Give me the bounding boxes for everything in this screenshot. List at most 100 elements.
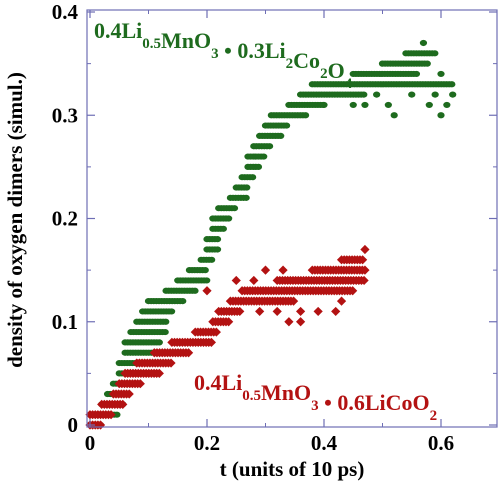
y-tick-label: 0.3 bbox=[52, 103, 78, 127]
green-series-point bbox=[161, 328, 169, 336]
series-label-part: 3 bbox=[311, 398, 319, 414]
red-series-point bbox=[260, 265, 271, 275]
green-series-point bbox=[162, 318, 170, 325]
red-series-point bbox=[272, 306, 282, 317]
series-label-part: 2 bbox=[430, 408, 438, 424]
red-series-point bbox=[360, 265, 370, 275]
series-label-part: Co bbox=[293, 48, 320, 73]
y-axis-label: density of oxygen dimers (simul.) bbox=[3, 72, 27, 368]
green-series-point bbox=[242, 194, 250, 201]
green-series-point bbox=[384, 101, 392, 109]
series-label-part: 2 bbox=[320, 66, 328, 82]
red-series-point bbox=[235, 306, 245, 317]
y-tick-label: 0.2 bbox=[52, 207, 78, 231]
green-series-point bbox=[419, 39, 428, 47]
green-series-point bbox=[449, 91, 457, 98]
red-series-point bbox=[249, 275, 259, 286]
red-series-point bbox=[211, 327, 221, 337]
series-label-part: MnO bbox=[161, 28, 211, 53]
green-series-point bbox=[320, 101, 328, 109]
green-series-point bbox=[254, 163, 263, 170]
green-series-point bbox=[349, 101, 357, 109]
y-tick-label: 0.4 bbox=[52, 0, 79, 24]
green-series-point bbox=[443, 101, 451, 109]
green-series-point bbox=[249, 174, 257, 181]
data-marks bbox=[85, 39, 457, 430]
series-label-part: 0.5 bbox=[142, 36, 161, 52]
series-label-green: 0.4Li0.5MnO3 • 0.3Li2Co2O4 bbox=[94, 18, 353, 92]
y-tick-label: 0.1 bbox=[52, 310, 78, 334]
green-series-point bbox=[260, 153, 268, 160]
red-series-point bbox=[183, 348, 194, 358]
red-series-point bbox=[284, 317, 294, 327]
x-tick-label: 0 bbox=[85, 431, 96, 455]
green-series-point bbox=[361, 101, 369, 109]
green-series-point bbox=[301, 112, 310, 119]
red-series-point bbox=[231, 275, 241, 286]
green-series-point bbox=[168, 308, 176, 315]
red-series-point bbox=[313, 306, 323, 317]
red-series-point bbox=[360, 244, 370, 255]
y-tick-label: 0 bbox=[68, 413, 79, 437]
x-tick-label: 0.2 bbox=[194, 431, 220, 455]
green-series-point bbox=[390, 112, 398, 119]
red-series-point bbox=[359, 275, 369, 286]
green-series-point bbox=[408, 91, 416, 98]
red-series-point bbox=[278, 265, 288, 275]
red-series-point bbox=[358, 255, 368, 265]
green-series-point bbox=[203, 277, 211, 284]
red-series-point bbox=[106, 410, 116, 420]
green-series-point bbox=[201, 267, 209, 274]
series-label-part: • 0.6LiCoO bbox=[319, 390, 430, 415]
series-label-part: • 0.3Li bbox=[219, 38, 286, 63]
green-series-point bbox=[373, 91, 381, 98]
x-tick-label: 0.6 bbox=[428, 431, 454, 455]
axis-ticks: 0 0.1 0.2 0.3 0.4 0 0.2 0.4 0.6 bbox=[52, 0, 497, 455]
red-series-point bbox=[331, 306, 341, 317]
green-series-point bbox=[277, 132, 285, 139]
red-series-point bbox=[202, 286, 212, 296]
green-series-point bbox=[219, 225, 227, 232]
red-series-point bbox=[124, 389, 134, 399]
red-series-point bbox=[224, 317, 234, 327]
red-series-point bbox=[296, 317, 306, 327]
red-series-point bbox=[118, 399, 128, 409]
series-label-part: 0.4Li bbox=[194, 370, 242, 395]
green-series-point bbox=[282, 122, 291, 129]
red-series-point bbox=[154, 368, 164, 378]
series-label-part: 0.4Li bbox=[94, 18, 142, 43]
red-series-point bbox=[135, 379, 145, 389]
series-label-part: 0.5 bbox=[242, 388, 261, 404]
green-series-point bbox=[225, 215, 233, 222]
red-series-point bbox=[288, 296, 299, 306]
green-series-point bbox=[113, 411, 121, 418]
green-series-point bbox=[243, 184, 251, 191]
green-series-point bbox=[448, 81, 456, 88]
green-series-point bbox=[179, 298, 187, 305]
green-series-point bbox=[265, 143, 274, 150]
green-series-point bbox=[191, 287, 199, 294]
green-series-point bbox=[423, 60, 431, 67]
green-series-point bbox=[425, 101, 433, 109]
red-series-point bbox=[206, 337, 216, 347]
green-series-point bbox=[155, 339, 163, 346]
x-axis-label: t (units of 10 ps) bbox=[220, 457, 365, 481]
red-series-point bbox=[255, 306, 265, 317]
green-series-point bbox=[230, 205, 239, 212]
red-series-point bbox=[296, 306, 306, 317]
green-series-point bbox=[213, 236, 222, 243]
red-series-point bbox=[348, 286, 358, 296]
series-label-red: 0.4Li0.5MnO3 • 0.6LiCoO2 bbox=[194, 370, 437, 424]
green-series-point bbox=[213, 246, 222, 253]
series-label-part: 3 bbox=[211, 46, 219, 62]
series-label-part: MnO bbox=[261, 380, 311, 405]
green-series-point bbox=[360, 91, 368, 98]
green-series-point bbox=[431, 50, 439, 57]
green-series-point bbox=[412, 70, 421, 78]
x-tick-label: 0.4 bbox=[311, 431, 338, 455]
red-series-point bbox=[336, 296, 347, 306]
series-label-part: 4 bbox=[345, 76, 353, 92]
green-series-point bbox=[437, 112, 445, 119]
green-series-point bbox=[437, 70, 445, 78]
